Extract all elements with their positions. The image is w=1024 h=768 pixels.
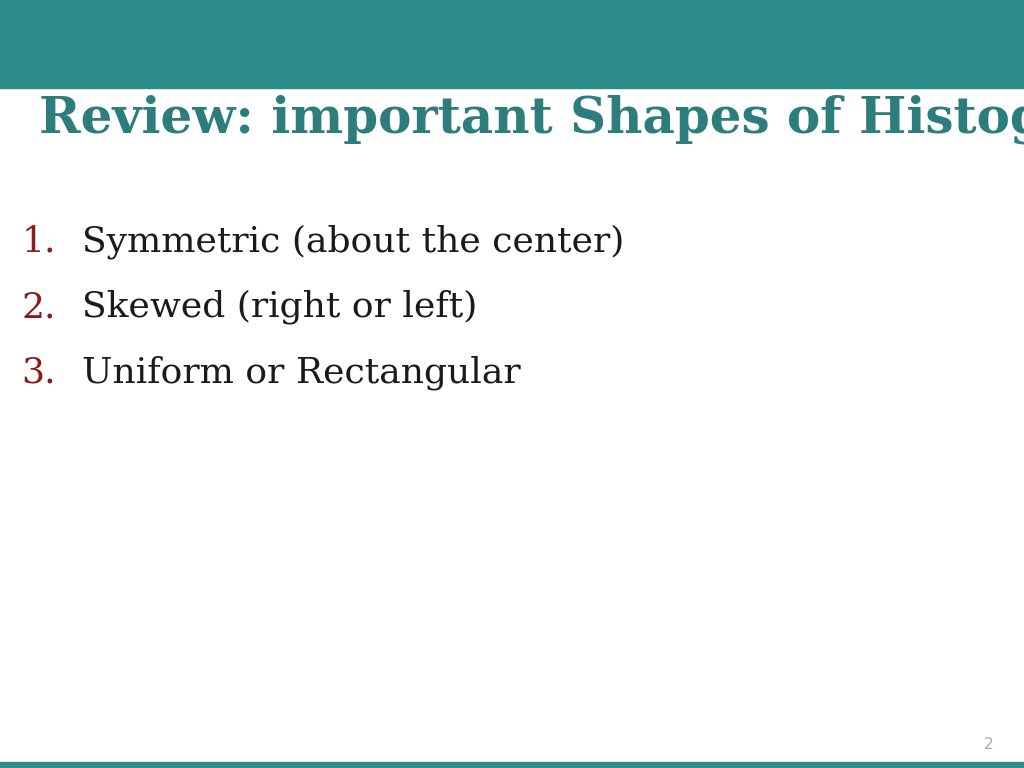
Text: Uniform or Rectangular: Uniform or Rectangular — [82, 356, 520, 389]
Text: 1.: 1. — [22, 225, 56, 259]
Text: Skewed (right or left): Skewed (right or left) — [82, 290, 477, 325]
Text: Symmetric (about the center): Symmetric (about the center) — [82, 224, 625, 260]
Text: 2.: 2. — [22, 290, 56, 324]
Text: Review: important Shapes of Histograms: Review: important Shapes of Histograms — [39, 94, 1024, 144]
Text: 3.: 3. — [22, 356, 56, 389]
Bar — [0, 0, 1024, 88]
Bar — [0, 762, 1024, 768]
Text: 2: 2 — [984, 737, 993, 753]
